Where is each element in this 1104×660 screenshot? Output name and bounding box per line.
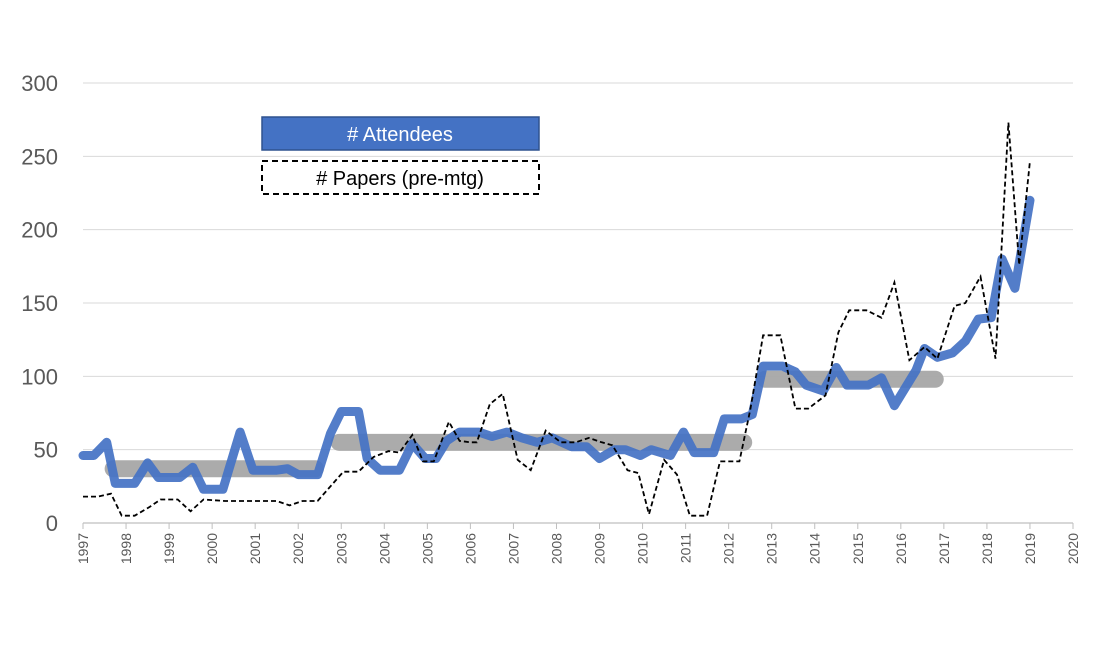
x-tick-label: 2005: [419, 533, 435, 564]
x-tick-label: 2015: [850, 533, 866, 564]
legend-papers-label: # Papers (pre-mtg): [316, 168, 484, 190]
x-tick-label: 2013: [764, 533, 780, 564]
x-tick-label: 2007: [505, 533, 521, 564]
x-tick-label: 2006: [462, 533, 478, 564]
x-tick-label: 2016: [893, 533, 909, 564]
x-tick-label: 2000: [204, 533, 220, 564]
legend-attendees-box: [261, 116, 540, 151]
x-tick-label: 1997: [75, 533, 91, 564]
y-tick-label: 150: [21, 291, 58, 316]
x-tick-label: 1999: [161, 533, 177, 564]
x-tick-label: 2012: [721, 533, 737, 564]
gridlines: [83, 82, 1073, 451]
x-tick-label: 2014: [807, 533, 823, 564]
legend-papers-box: [261, 160, 540, 195]
series-papers-line: [83, 122, 1031, 518]
x-tick-label: 2019: [1022, 533, 1038, 564]
x-tick-label: 2008: [548, 533, 564, 564]
y-tick-label: 250: [21, 144, 58, 169]
x-tick-label: 2010: [635, 533, 651, 564]
x-tick-label: 2003: [333, 533, 349, 564]
x-axis: 1997 1998 1999 2000 2001 2002 2003 2004 2005 2006…: [75, 522, 1081, 564]
y-tick-label: 50: [34, 438, 58, 463]
y-tick-label: 300: [21, 71, 58, 96]
x-tick-label: 2002: [290, 533, 306, 564]
legend-attendees-label: # Attendees: [347, 124, 453, 146]
x-tick-label: 2004: [376, 533, 392, 564]
y-tick-label: 200: [21, 218, 58, 243]
x-tick-label: 2009: [592, 533, 608, 564]
series-lines: [78, 122, 1035, 518]
y-tick-label: 100: [21, 364, 58, 389]
x-tick-label: 1998: [118, 533, 134, 564]
x-tick-label: 2017: [936, 533, 952, 564]
y-axis-ticks: 0 50 100 150 200 250 300: [21, 71, 58, 536]
x-tick-label: 2018: [979, 533, 995, 564]
x-tick-label: 2011: [678, 533, 694, 563]
x-tick-label: 2020: [1065, 533, 1081, 564]
y-tick-label: 0: [46, 511, 58, 536]
legend: # Attendees # Papers (pre-mtg): [261, 116, 540, 195]
x-tick-label: 2001: [247, 533, 263, 564]
